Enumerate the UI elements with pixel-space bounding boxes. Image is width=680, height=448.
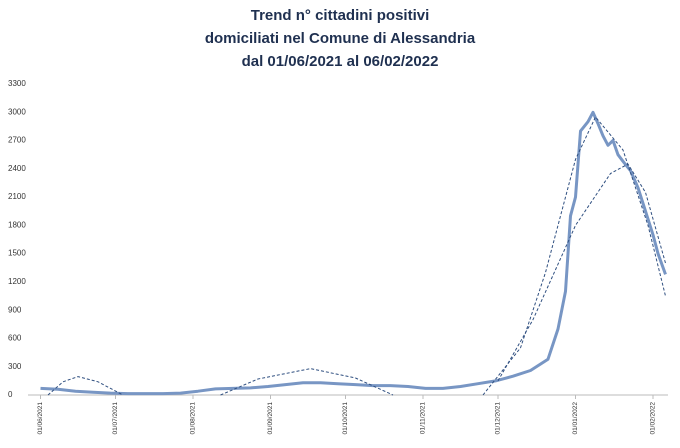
x-tick-label: 01/09/2021 — [267, 402, 274, 435]
y-tick-label: 2700 — [8, 136, 26, 145]
x-tick-label: 01/12/2021 — [495, 402, 502, 435]
x-tick-label: 01/10/2021 — [342, 402, 349, 435]
chart-title: Trend n° cittadini positivi — [251, 7, 430, 24]
trend-line — [482, 116, 666, 396]
x-tick-label: 01/01/2022 — [572, 402, 579, 435]
y-tick-label: 600 — [8, 334, 22, 343]
y-tick-label: 1500 — [8, 249, 26, 258]
data-line — [40, 110, 667, 396]
x-tick-label: 01/07/2021 — [112, 402, 119, 435]
y-tick-label: 0 — [8, 390, 13, 399]
chart-title: dal 01/06/2021 al 06/02/2022 — [242, 53, 439, 70]
trend-line — [497, 163, 666, 382]
x-tick-label: 01/06/2021 — [37, 402, 44, 435]
y-tick-label: 1800 — [8, 220, 26, 229]
y-tick-label: 2400 — [8, 164, 26, 173]
y-tick-label: 1200 — [8, 277, 26, 286]
y-tick-label: 3000 — [8, 107, 26, 116]
chart-title: domiciliati nel Comune di Alessandria — [205, 30, 476, 47]
x-tick-label: 01/02/2022 — [650, 402, 657, 435]
y-tick-label: 900 — [8, 305, 22, 314]
y-tick-label: 300 — [8, 362, 22, 371]
y-tick-label: 3300 — [8, 79, 26, 88]
trend-line — [220, 368, 394, 396]
y-tick-label: 2100 — [8, 192, 26, 201]
trend-line — [47, 376, 124, 396]
x-tick-label: 01/11/2021 — [420, 402, 427, 434]
x-tick-label: 01/08/2021 — [190, 402, 197, 435]
